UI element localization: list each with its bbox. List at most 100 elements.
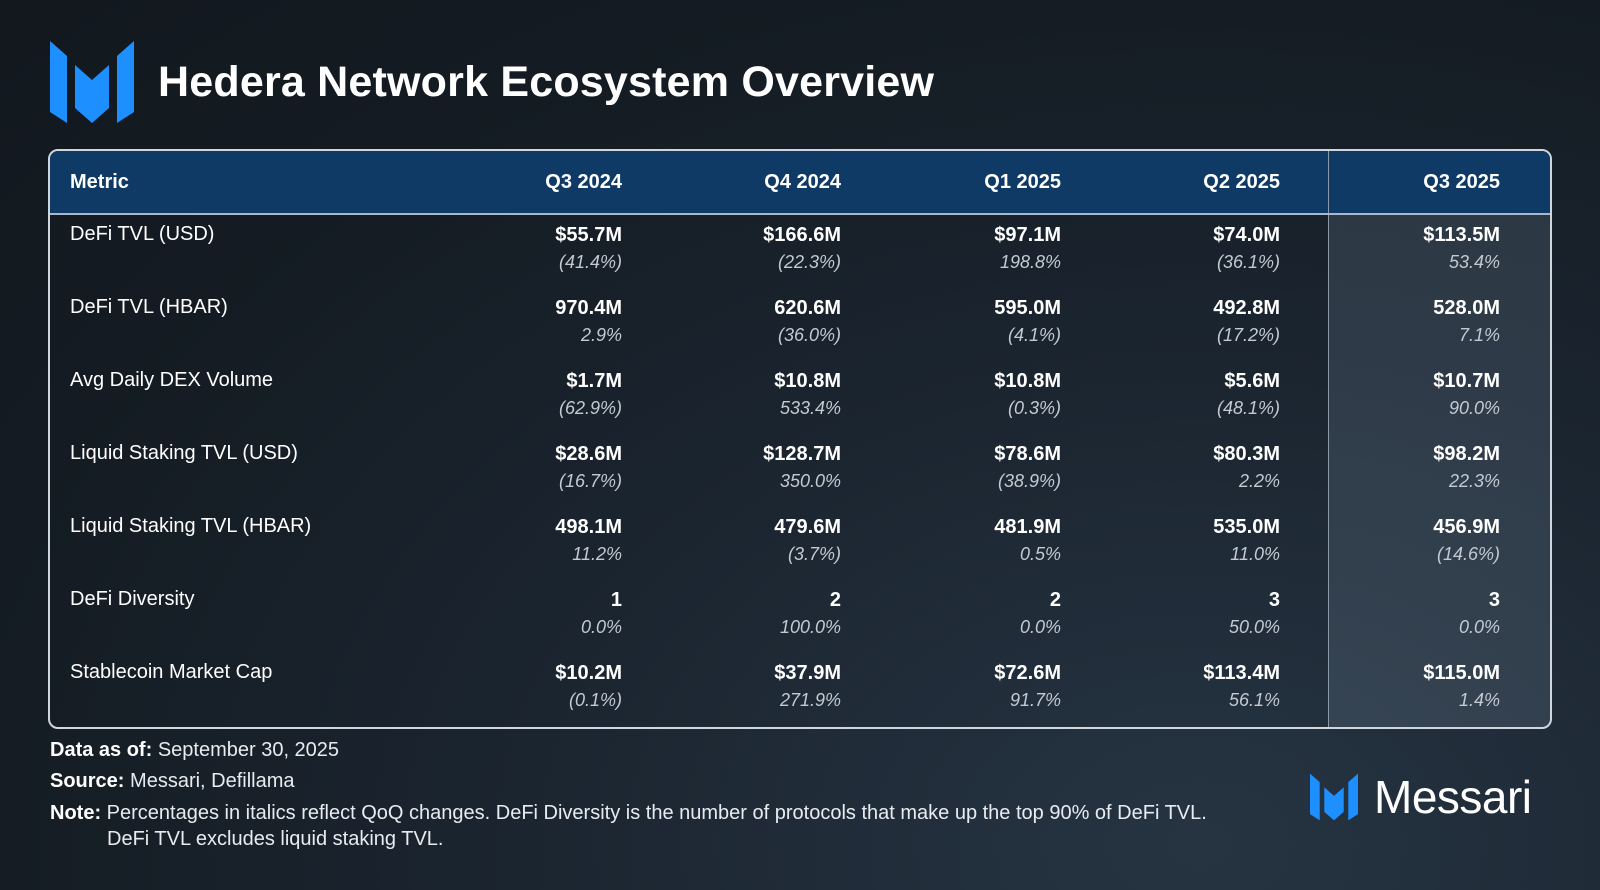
- footer-note: Note: Percentages in italics reflect QoQ…: [50, 802, 1207, 825]
- footer-data-as-of: Data as of: September 30, 2025: [50, 739, 339, 762]
- cell-change: (22.3%): [777, 252, 841, 272]
- table-cell: 620.6M (36.0%): [641, 294, 841, 348]
- cell-change: (0.1%): [568, 690, 622, 710]
- metric-label: Avg Daily DEX Volume: [70, 369, 274, 391]
- cell-change: 56.1%: [1228, 690, 1280, 710]
- cell-change: (38.9%): [997, 471, 1061, 491]
- cell-change: 271.9%: [779, 690, 841, 710]
- table-cell: $1.7M (62.9%): [422, 367, 622, 421]
- cell-change: (14.6%): [1436, 544, 1500, 564]
- table-cell: $128.7M 350.0%: [641, 440, 841, 494]
- table-cell: 3 0.0%: [1300, 586, 1500, 640]
- cell-value: 2: [1049, 589, 1061, 611]
- table-row: Liquid Staking TVL (USD) $28.6M (16.7%) $…: [50, 434, 1550, 507]
- cell-change: 350.0%: [779, 471, 841, 491]
- cell-value: $78.6M: [994, 443, 1061, 465]
- cell-change: (0.3%): [1007, 398, 1061, 418]
- table-cell: 528.0M 7.1%: [1300, 294, 1500, 348]
- table-cell: 456.9M (14.6%): [1300, 513, 1500, 567]
- cell-value: 492.8M: [1213, 297, 1280, 319]
- cell-value: $74.0M: [1213, 224, 1280, 246]
- cell-change: 533.4%: [779, 398, 841, 418]
- table-cell: 970.4M 2.9%: [422, 294, 622, 348]
- table-cell: 479.6M (3.7%): [641, 513, 841, 567]
- cell-change: (41.4%): [558, 252, 622, 272]
- table-cell: $98.2M 22.3%: [1300, 440, 1500, 494]
- header-metric: Metric: [70, 171, 129, 193]
- metric-label: Liquid Staking TVL (HBAR): [70, 515, 312, 537]
- footer-data-value: September 30, 2025: [157, 739, 340, 761]
- cell-change: 11.0%: [1230, 544, 1280, 564]
- cell-value: $166.6M: [763, 224, 841, 246]
- cell-change: 22.3%: [1448, 471, 1500, 491]
- cell-value: $10.8M: [994, 370, 1061, 392]
- cell-change: 0.5%: [1019, 544, 1061, 564]
- cell-change: 0.0%: [1458, 617, 1500, 637]
- cell-change: (17.2%): [1216, 325, 1280, 345]
- cell-value: 2: [829, 589, 841, 611]
- messari-brand-icon: [1310, 773, 1358, 821]
- cell-value: $5.6M: [1224, 370, 1280, 392]
- brand-name: Messari: [1374, 771, 1532, 823]
- cell-change: (4.1%): [1007, 325, 1061, 345]
- cell-value: 481.9M: [994, 516, 1061, 538]
- cell-value: $10.8M: [774, 370, 841, 392]
- table-cell: 492.8M (17.2%): [1080, 294, 1280, 348]
- cell-value: 595.0M: [994, 297, 1061, 319]
- cell-value: 456.9M: [1433, 516, 1500, 538]
- header-q1-2025: Q1 2025: [984, 171, 1061, 193]
- header-q2-2025: Q2 2025: [1203, 171, 1280, 193]
- cell-value: $97.1M: [994, 224, 1061, 246]
- metric-label: DeFi TVL (USD): [70, 223, 215, 245]
- cell-value: $28.6M: [555, 443, 622, 465]
- table-row: Stablecoin Market Cap $10.2M (0.1%) $37.9…: [50, 653, 1550, 726]
- header-q3-2025: Q3 2025: [1423, 171, 1500, 193]
- cell-value: 479.6M: [774, 516, 841, 538]
- table-cell: $72.6M 91.7%: [861, 659, 1061, 713]
- table-cell: $113.4M 56.1%: [1080, 659, 1280, 713]
- table-cell: $78.6M (38.9%): [861, 440, 1061, 494]
- table-cell: $5.6M (48.1%): [1080, 367, 1280, 421]
- cell-change: 53.4%: [1448, 252, 1500, 272]
- cell-change: 11.2%: [572, 544, 622, 564]
- cell-value: 528.0M: [1433, 297, 1500, 319]
- messari-logo-icon: [50, 41, 134, 123]
- table-cell: 535.0M 11.0%: [1080, 513, 1280, 567]
- metric-label: DeFi Diversity: [70, 588, 195, 610]
- cell-value: $113.5M: [1423, 224, 1500, 246]
- metrics-table: Metric Q3 2024 Q4 2024 Q1 2025 Q2 2025 Q…: [48, 149, 1552, 729]
- cell-change: 0.0%: [580, 617, 622, 637]
- cell-value: $80.3M: [1213, 443, 1280, 465]
- cell-change: 198.8%: [999, 252, 1061, 272]
- cell-value: 3: [1268, 589, 1280, 611]
- cell-value: $10.2M: [555, 662, 622, 684]
- table-header: Metric Q3 2024 Q4 2024 Q1 2025 Q2 2025 Q…: [50, 151, 1550, 215]
- table-cell: $28.6M (16.7%): [422, 440, 622, 494]
- column-divider: [1328, 151, 1329, 213]
- table-row: DeFi TVL (HBAR) 970.4M 2.9% 620.6M (36.0%)…: [50, 288, 1550, 361]
- table-row: DeFi Diversity 1 0.0% 2 100.0% 2 0.0% 3 50.0…: [50, 580, 1550, 653]
- cell-value: $37.9M: [774, 662, 841, 684]
- header-q4-2024: Q4 2024: [764, 171, 841, 193]
- header-q3-2024: Q3 2024: [545, 171, 622, 193]
- metric-label: Stablecoin Market Cap: [70, 661, 273, 683]
- cell-change: 91.7%: [1009, 690, 1061, 710]
- table-cell: $115.0M 1.4%: [1300, 659, 1500, 713]
- table-cell: 1 0.0%: [422, 586, 622, 640]
- table-cell: 595.0M (4.1%): [861, 294, 1061, 348]
- footer-note-label: Note:: [50, 802, 102, 824]
- cell-change: (36.1%): [1216, 252, 1280, 272]
- table-cell: $113.5M 53.4%: [1300, 221, 1500, 275]
- table-cell: $10.8M 533.4%: [641, 367, 841, 421]
- footer-note-continued: DeFi TVL excludes liquid staking TVL.: [107, 828, 444, 850]
- cell-value: $72.6M: [994, 662, 1061, 684]
- table-cell: 2 100.0%: [641, 586, 841, 640]
- cell-value: $98.2M: [1433, 443, 1500, 465]
- cell-value: $1.7M: [566, 370, 622, 392]
- metric-label: DeFi TVL (HBAR): [70, 296, 228, 318]
- table-cell: $10.2M (0.1%): [422, 659, 622, 713]
- table-cell: 481.9M 0.5%: [861, 513, 1061, 567]
- table-cell: 498.1M 11.2%: [422, 513, 622, 567]
- cell-change: 1.4%: [1458, 690, 1500, 710]
- cell-value: 535.0M: [1213, 516, 1280, 538]
